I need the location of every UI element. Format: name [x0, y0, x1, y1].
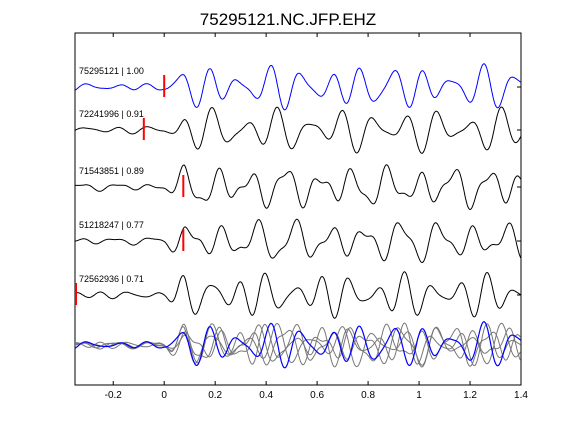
stack-reference-trace — [74, 321, 522, 369]
x-tick-label: -0.2 — [105, 390, 123, 401]
trace-label: 75295121 | 1.00 — [79, 66, 144, 76]
chart-title: 75295121.NC.JFP.EHZ — [200, 10, 376, 29]
x-tick-label: 1.2 — [463, 390, 477, 401]
trace-label: 51218247 | 0.77 — [79, 220, 144, 230]
x-tick-label: 0 — [161, 390, 167, 401]
x-tick-label: 1 — [416, 390, 422, 401]
x-tick-label: 0.2 — [208, 390, 222, 401]
trace-label: 72241996 | 0.91 — [79, 109, 144, 119]
x-tick-label: 0.6 — [310, 390, 324, 401]
plot-frame — [74, 32, 522, 386]
x-axis: -0.2 0 0.2 0.4 0.6 0.8 1 1.2 1.4 — [105, 33, 528, 401]
stack-trace — [74, 322, 521, 368]
trace-label: 71543851 | 0.89 — [79, 166, 144, 176]
x-tick-label: 1.4 — [514, 390, 528, 401]
x-tick-label: 0.8 — [361, 390, 375, 401]
trace-line — [74, 106, 522, 154]
trace-line — [74, 63, 521, 111]
x-tick-label: 0.4 — [259, 390, 273, 401]
trace-line — [74, 164, 522, 211]
trace-label: 72562936 | 0.71 — [79, 274, 144, 284]
trace-line — [74, 218, 522, 264]
waveform-traces: 75295121 | 1.00 72241996 | 0.91 71543851 |… — [74, 63, 522, 369]
trace-line — [74, 271, 521, 319]
